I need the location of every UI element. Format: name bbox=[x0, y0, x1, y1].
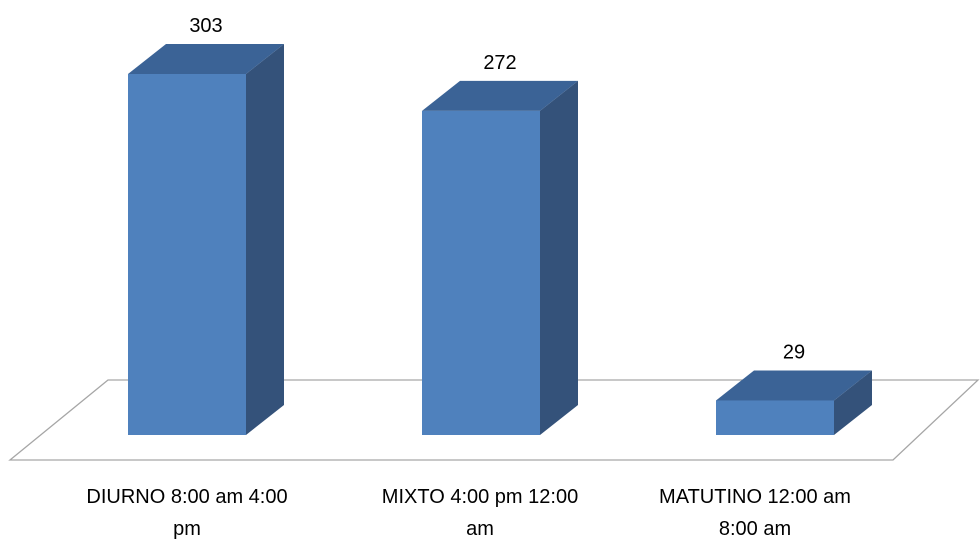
bar-side-face bbox=[834, 370, 872, 435]
bar bbox=[716, 400, 834, 435]
bar-side-face bbox=[246, 44, 284, 435]
bar bbox=[128, 74, 246, 435]
data-label: 272 bbox=[483, 52, 516, 74]
bar bbox=[422, 110, 540, 435]
bar-top-face bbox=[128, 44, 284, 74]
category-label-mixto: MIXTO 4:00 pm 12:00 am bbox=[365, 481, 595, 545]
category-label-diurno: DIURNO 8:00 am 4:00 pm bbox=[72, 481, 302, 545]
data-label: 29 bbox=[783, 341, 805, 363]
category-label-matutino: MATUTINO 12:00 am 8:00 am bbox=[640, 481, 870, 545]
bar-top-face bbox=[716, 370, 872, 401]
data-label: 303 bbox=[189, 15, 222, 37]
category-label-line: pm bbox=[173, 518, 201, 540]
bar-top-face bbox=[422, 80, 578, 111]
category-label-line: DIURNO 8:00 am 4:00 bbox=[86, 486, 288, 508]
category-label-line: am bbox=[466, 518, 494, 540]
category-label-line: 8:00 am bbox=[718, 518, 792, 540]
category-label-line: MIXTO 4:00 pm 12:00 bbox=[381, 486, 579, 508]
chart-floor bbox=[8, 379, 980, 461]
category-label-line: MATUTINO 12:00 am bbox=[659, 486, 851, 508]
bar-side-face bbox=[540, 80, 578, 435]
